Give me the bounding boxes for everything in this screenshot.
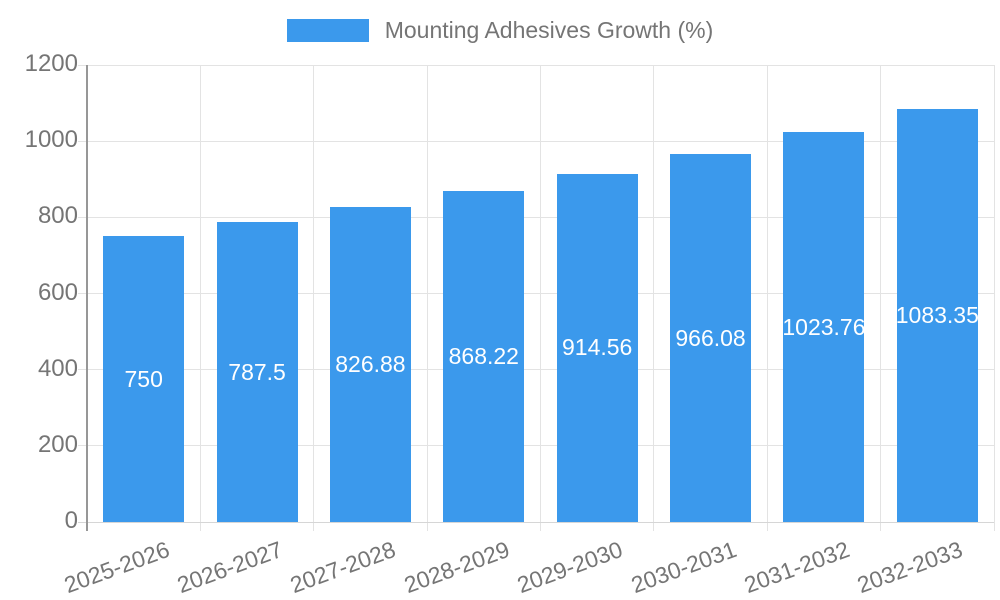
x-tick-label: 2030-2031: [627, 536, 740, 599]
bar-value-label: 1083.35: [895, 302, 979, 329]
bar-2029-2030[interactable]: 914.56: [556, 173, 638, 522]
y-tick-label: 1000: [24, 126, 78, 154]
y-axis-line: [86, 65, 88, 531]
bar-value-label: 1023.76: [782, 313, 866, 340]
bar-2028-2029[interactable]: 868.22: [443, 191, 525, 522]
x-tick-label: 2025-2026: [60, 536, 173, 599]
y-tick-label: 800: [37, 202, 78, 230]
x-tick-label: 2028-2029: [400, 536, 513, 599]
y-tick-label: 200: [37, 430, 78, 458]
gridline-horizontal: [78, 140, 994, 142]
gridline-horizontal: [78, 216, 994, 218]
bar-value-label: 914.56: [562, 334, 633, 361]
x-tick-label: 2029-2030: [513, 536, 627, 599]
gridline-vertical: [993, 65, 995, 531]
gridline-vertical: [540, 65, 541, 531]
bar-2026-2027[interactable]: 787.5: [216, 222, 298, 522]
y-tick-label: 1200: [24, 49, 78, 77]
bar-value-label: 966.08: [675, 324, 746, 351]
gridline-vertical: [766, 65, 768, 531]
gridline-horizontal: [78, 64, 994, 66]
gridline-vertical: [313, 65, 315, 531]
gridline-horizontal: [78, 445, 994, 447]
x-tick-label: 2027-2028: [287, 536, 400, 599]
x-tick-label: 2026-2027: [173, 536, 286, 599]
legend[interactable]: Mounting Adhesives Growth (%): [0, 17, 1000, 44]
legend-label: Mounting Adhesives Growth (%): [384, 17, 714, 43]
bar-value-label: 826.88: [335, 351, 406, 378]
plot-area: 750 787.5 826.88 868.22 914.56 966.08 1023.76 1…: [78, 64, 995, 531]
gridline-vertical: [426, 65, 428, 531]
gridline-horizontal: [78, 369, 994, 371]
bar-value-label: 750: [124, 365, 163, 392]
y-tick-label: 0: [64, 506, 78, 534]
bar-2027-2028[interactable]: 826.88: [329, 207, 411, 522]
legend-swatch: [286, 19, 369, 42]
bar-2031-2032[interactable]: 1023.76: [782, 132, 866, 522]
gridline-horizontal: [78, 293, 994, 294]
x-axis-line: [78, 521, 994, 523]
x-tick-label: 2032-2033: [853, 536, 967, 599]
bar-2032-2033[interactable]: 1083.35: [895, 109, 979, 522]
x-tick-label: 2031-2032: [740, 536, 853, 599]
gridline-vertical: [199, 65, 201, 531]
bar-value-label: 868.22: [448, 343, 519, 370]
bar-2025-2026[interactable]: 750: [103, 236, 185, 522]
bar-2030-2031[interactable]: 966.08: [670, 154, 752, 522]
y-tick-label: 400: [37, 354, 78, 382]
gridline-vertical: [653, 65, 655, 531]
gridline-vertical: [880, 65, 882, 531]
y-tick-label: 600: [37, 278, 78, 306]
bar-value-label: 787.5: [228, 358, 286, 385]
